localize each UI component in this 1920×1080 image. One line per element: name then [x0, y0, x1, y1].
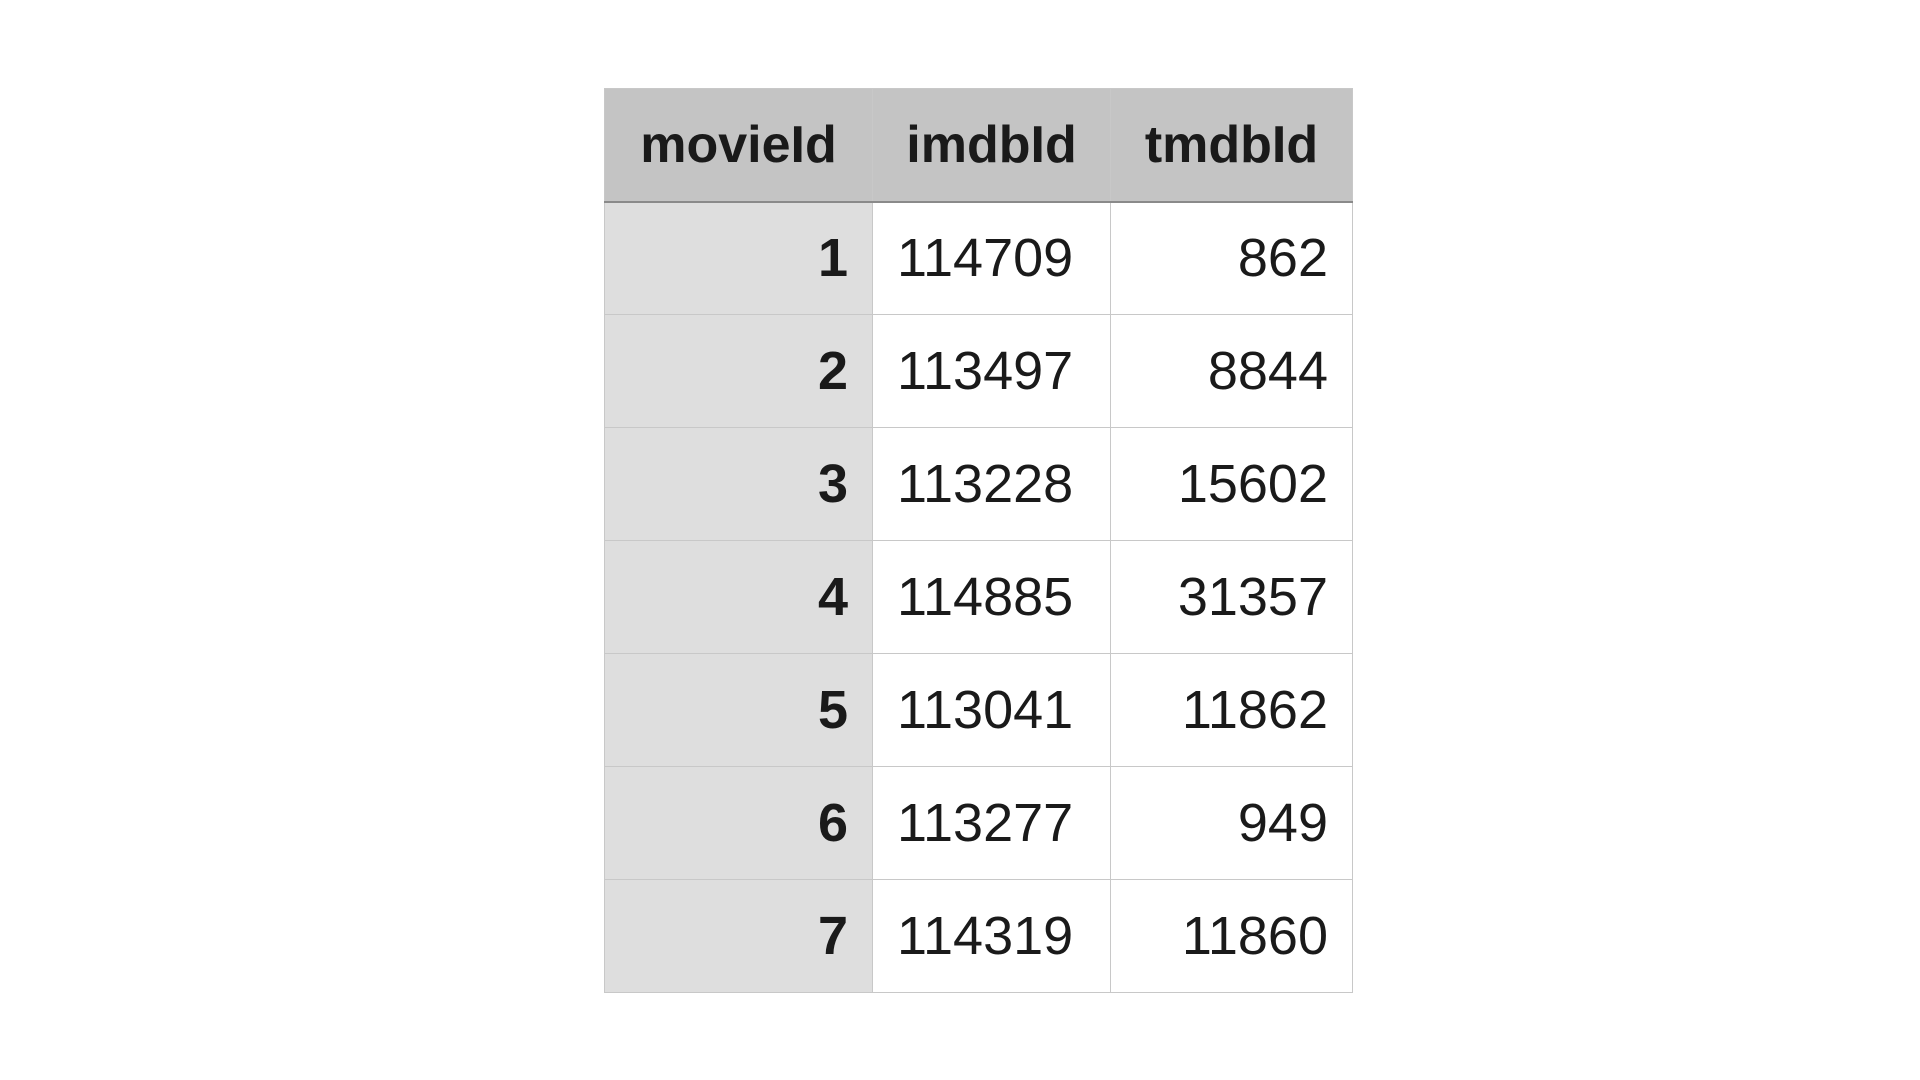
movieid-cell: 2 [604, 314, 873, 428]
imdbid-cell: 113277 [872, 766, 1111, 880]
data-table: movieId imdbId tmdbId 1 114709 862 2 113… [604, 88, 1353, 993]
header-movieid: movieId [604, 88, 873, 203]
tmdbid-cell: 862 [1110, 201, 1353, 315]
imdbid-cell: 114709 [872, 201, 1111, 315]
imdbid-cell: 113497 [872, 314, 1111, 428]
table-row: 5 113041 11862 [604, 653, 1353, 767]
imdbid-cell: 114319 [872, 879, 1111, 993]
header-imdbid: imdbId [872, 88, 1111, 203]
movieid-cell: 1 [604, 201, 873, 315]
table-row: 3 113228 15602 [604, 427, 1353, 541]
table-row: 6 113277 949 [604, 766, 1353, 880]
movieid-cell: 5 [604, 653, 873, 767]
header-row: movieId imdbId tmdbId [604, 88, 1353, 203]
tmdbid-cell: 31357 [1110, 540, 1353, 654]
movieid-cell: 3 [604, 427, 873, 541]
tmdbid-cell: 949 [1110, 766, 1353, 880]
tmdbid-cell: 8844 [1110, 314, 1353, 428]
table-row: 2 113497 8844 [604, 314, 1353, 428]
table-row: 1 114709 862 [604, 201, 1353, 315]
tmdbid-cell: 11862 [1110, 653, 1353, 767]
table-row: 7 114319 11860 [604, 879, 1353, 993]
movieid-cell: 4 [604, 540, 873, 654]
movieid-cell: 6 [604, 766, 873, 880]
imdbid-cell: 113228 [872, 427, 1111, 541]
table-row: 4 114885 31357 [604, 540, 1353, 654]
header-tmdbid: tmdbId [1110, 88, 1353, 203]
movieid-cell: 7 [604, 879, 873, 993]
tmdbid-cell: 11860 [1110, 879, 1353, 993]
tmdbid-cell: 15602 [1110, 427, 1353, 541]
imdbid-cell: 114885 [872, 540, 1111, 654]
imdbid-cell: 113041 [872, 653, 1111, 767]
